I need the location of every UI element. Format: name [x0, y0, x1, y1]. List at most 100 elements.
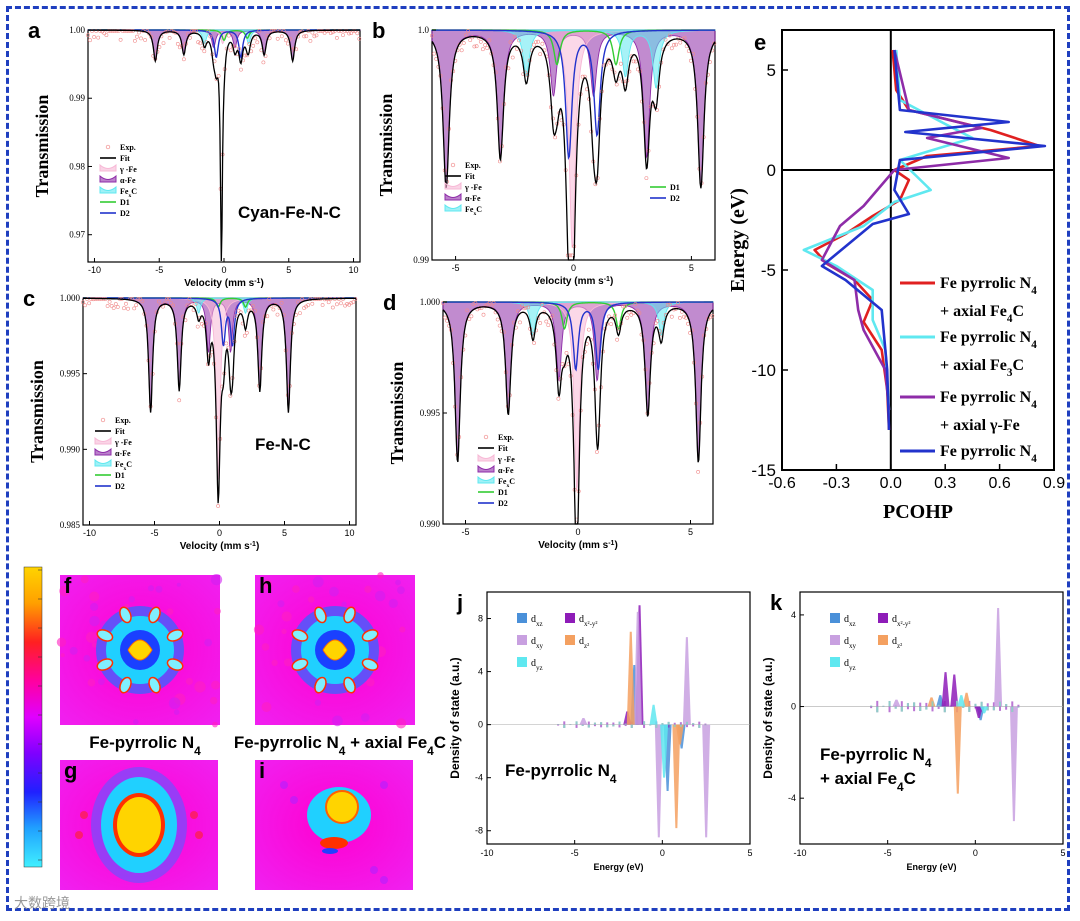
- exp-point: [540, 41, 545, 46]
- map-ripple: [176, 582, 181, 587]
- x-tick-label: 5: [747, 848, 752, 858]
- map-ripple: [281, 628, 287, 635]
- label-part: Exp.: [120, 143, 136, 152]
- legend-label: dz²: [892, 636, 902, 650]
- legend-label: Fit: [120, 154, 130, 163]
- dos-noise: [704, 724, 707, 726]
- exp-point: [169, 29, 174, 33]
- map-ripple: [212, 721, 218, 728]
- exp-point: [459, 48, 464, 53]
- y-axis-label: Transmission: [376, 94, 396, 197]
- exp-point: [87, 301, 92, 306]
- legend-label: α-Fe: [498, 466, 514, 475]
- label-part: Fit: [120, 154, 130, 163]
- exp-point: [615, 337, 620, 342]
- label-part: xy: [536, 642, 544, 650]
- x-tick-label: 5: [689, 263, 694, 273]
- label-part: -1: [604, 276, 610, 283]
- exp-point: [580, 74, 585, 79]
- exp-point: [200, 46, 205, 51]
- map-ripple: [83, 654, 91, 662]
- label-part: + axial Fe: [820, 769, 897, 788]
- exp-point: [106, 29, 111, 33]
- x-tick-label: -10: [793, 848, 806, 858]
- map-dot: [322, 848, 338, 854]
- dos-noise: [612, 722, 615, 725]
- exp-point: [471, 302, 476, 307]
- map-ripple: [388, 598, 398, 609]
- y-tick-label: -5: [761, 261, 776, 280]
- map-dot: [380, 781, 388, 789]
- map-dot: [280, 781, 288, 789]
- exp-point: [517, 38, 521, 43]
- exp-point: [524, 305, 528, 310]
- label-part: C: [476, 205, 482, 214]
- x-tick-label: -5: [155, 265, 163, 275]
- map-ripple: [314, 699, 322, 706]
- legend-marker: [94, 447, 112, 456]
- exp-point: [345, 29, 350, 33]
- dos-noise: [692, 724, 695, 727]
- x-tick-label: -5: [461, 527, 469, 537]
- y-tick-label: 0: [478, 720, 483, 730]
- exp-point: [261, 320, 266, 325]
- label-part: Fe: [115, 460, 124, 469]
- label-part: Velocity (mm s: [184, 278, 254, 289]
- exp-point: [639, 332, 644, 337]
- exp-point: [193, 302, 198, 306]
- exp-point: [228, 393, 233, 398]
- label-part: + axial Fe: [940, 357, 1007, 374]
- exp-point: [156, 299, 161, 304]
- x-axis-label: PCOHP: [883, 501, 953, 523]
- exp-point: [265, 314, 270, 319]
- exp-point: [322, 31, 327, 35]
- exp-point: [532, 341, 537, 345]
- exp-point: [497, 323, 502, 328]
- label-part: ): [614, 540, 617, 551]
- dos-noise: [931, 706, 934, 712]
- label-part: Exp.: [115, 416, 131, 425]
- exp-point: [140, 299, 145, 304]
- exp-point: [302, 34, 307, 39]
- map-ripple: [185, 677, 193, 685]
- legend-label: Fit: [115, 427, 125, 436]
- dos-noise: [575, 721, 578, 725]
- panel-e: -0.6 -0.3 0.0 0.3 0.6 0.9 5 0 -5 -10 -15 PCOHP Energ…: [727, 29, 1065, 523]
- y-tick-label: 0.995: [420, 408, 441, 418]
- exp-point: [279, 34, 284, 39]
- dos-peak-dyz: [980, 706, 989, 714]
- x-axis-label: Velocity (mm s-1): [534, 276, 614, 288]
- legend-label: dxz: [531, 614, 543, 628]
- exp-point: [627, 69, 632, 74]
- exp-point: [271, 307, 276, 312]
- exp-point: [324, 29, 329, 33]
- exp-point: [298, 311, 302, 316]
- label-part: Fe-pyrrolic N: [89, 733, 194, 752]
- exp-point: [538, 52, 543, 57]
- legend-swatch: [517, 635, 527, 645]
- exp-point: [194, 29, 199, 33]
- map-lobe: [343, 606, 356, 624]
- map-ripple: [261, 643, 270, 651]
- exp-point: [277, 306, 282, 311]
- map-lobe: [96, 629, 114, 642]
- exp-point: [432, 51, 437, 56]
- exp-point: [483, 43, 488, 47]
- legend-swatch: [565, 635, 575, 645]
- legend-label: D2: [115, 482, 125, 491]
- exp-point: [550, 313, 555, 318]
- dos-peak-dyz: [957, 695, 966, 707]
- dos-noise: [600, 724, 603, 728]
- exp-point: [635, 308, 640, 313]
- exp-point: [122, 306, 126, 311]
- dos-caption: Fe-pyrrolic N4: [820, 745, 932, 770]
- exp-point: [637, 311, 642, 315]
- legend-swatch: [830, 657, 840, 667]
- exp-point: [629, 312, 634, 317]
- legend-label: Exp.: [120, 143, 136, 152]
- legend-marker: [94, 436, 112, 445]
- exp-point: [143, 38, 148, 42]
- legend-marker: [100, 417, 106, 423]
- exp-point: [644, 176, 649, 181]
- label-part: Fit: [498, 444, 508, 453]
